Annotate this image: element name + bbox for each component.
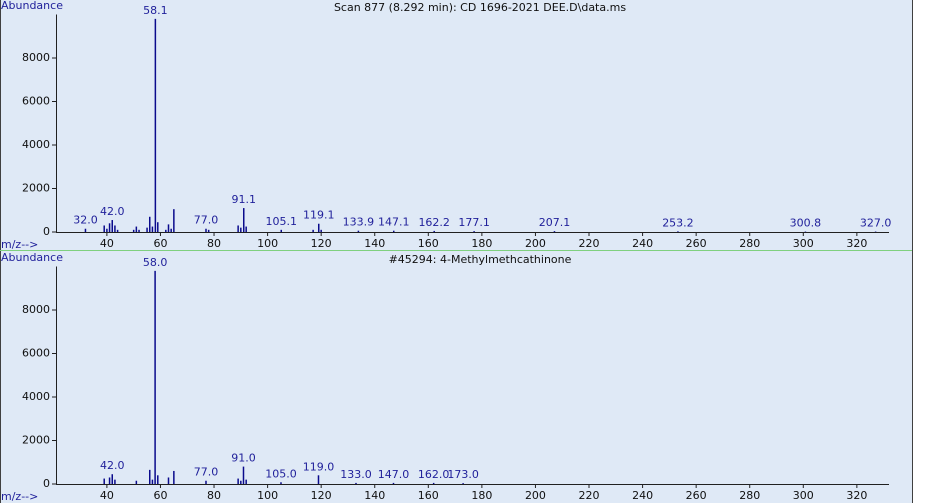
peak-label: 119.0 <box>303 460 335 473</box>
y-axis-label: Abundance <box>1 0 63 12</box>
x-tick-label: 80 <box>207 489 221 502</box>
x-tick-label: 40 <box>100 489 114 502</box>
peak-label: 147.0 <box>378 468 410 481</box>
x-tick-label: 200 <box>525 237 546 250</box>
peak-label: 105.0 <box>265 467 297 480</box>
x-tick-label: 200 <box>525 489 546 502</box>
peak-label: 300.8 <box>790 217 822 230</box>
x-tick-label: 300 <box>793 237 814 250</box>
peak-label: 58.0 <box>143 256 168 269</box>
x-tick-label: 180 <box>471 489 492 502</box>
x-tick-label: 260 <box>686 237 707 250</box>
peak-label: 91.0 <box>231 452 256 465</box>
peak-label: 177.1 <box>458 216 490 229</box>
y-tick-label: 4000 <box>22 138 50 151</box>
peak-label: 162.2 <box>418 216 450 229</box>
y-tick-label: 8000 <box>22 303 50 316</box>
x-tick-label: 320 <box>846 489 867 502</box>
x-tick-label: 140 <box>364 237 385 250</box>
peak-label: 77.0 <box>194 214 219 227</box>
peak-label: 119.1 <box>303 209 335 222</box>
y-tick-label: 2000 <box>22 434 50 447</box>
x-tick-label: 60 <box>153 489 167 502</box>
y-tick-label: 2000 <box>22 182 50 195</box>
peak-label: 327.0 <box>860 217 892 230</box>
x-tick-label: 160 <box>418 237 439 250</box>
x-tick-label: 240 <box>632 237 653 250</box>
y-axis-label: Abundance <box>1 251 63 264</box>
peak-label: 253.2 <box>662 216 694 229</box>
y-tick-label: 8000 <box>22 51 50 64</box>
y-tick-label: 6000 <box>22 347 50 360</box>
x-tick-label: 280 <box>739 237 760 250</box>
peak-label: 105.1 <box>266 215 298 228</box>
x-tick-label: 120 <box>311 489 332 502</box>
x-tick-label: 100 <box>257 237 278 250</box>
peak-label: 133.0 <box>340 468 372 481</box>
x-axis-label: m/z--> <box>1 238 38 251</box>
x-tick-label: 220 <box>579 237 600 250</box>
x-tick-label: 80 <box>207 237 221 250</box>
peak-label: 58.1 <box>143 4 168 17</box>
x-tick-label: 260 <box>686 489 707 502</box>
peak-label: 77.0 <box>194 466 219 479</box>
x-tick-label: 180 <box>471 237 492 250</box>
x-tick-label: 300 <box>793 489 814 502</box>
x-tick-label: 100 <box>257 489 278 502</box>
peak-label: 42.0 <box>100 459 125 472</box>
peak-label: 147.1 <box>378 216 410 229</box>
x-tick-label: 240 <box>632 489 653 502</box>
peak-label: 173.0 <box>447 468 479 481</box>
y-tick-label: 4000 <box>22 390 50 403</box>
peak-label: 133.9 <box>343 216 375 229</box>
x-tick-label: 140 <box>364 489 385 502</box>
y-tick-label: 0 <box>43 477 50 490</box>
x-tick-label: 160 <box>418 489 439 502</box>
x-tick-label: 60 <box>153 237 167 250</box>
peak-label: 207.1 <box>539 216 571 229</box>
peak-label: 162.0 <box>418 468 450 481</box>
x-axis-label: m/z--> <box>1 490 38 503</box>
y-tick-label: 0 <box>43 225 50 238</box>
x-tick-label: 320 <box>846 237 867 250</box>
x-tick-label: 120 <box>311 237 332 250</box>
chart-title: Scan 877 (8.292 min): CD 1696-2021 DEE.D… <box>334 1 626 14</box>
y-tick-label: 6000 <box>22 95 50 108</box>
peak-label: 32.0 <box>73 214 98 227</box>
x-tick-label: 220 <box>579 489 600 502</box>
x-tick-label: 280 <box>739 489 760 502</box>
chart-title: #45294: 4-Methylmethcathinone <box>389 253 572 266</box>
x-tick-label: 40 <box>100 237 114 250</box>
peak-label: 42.0 <box>100 205 125 218</box>
peak-label: 91.1 <box>232 193 257 206</box>
